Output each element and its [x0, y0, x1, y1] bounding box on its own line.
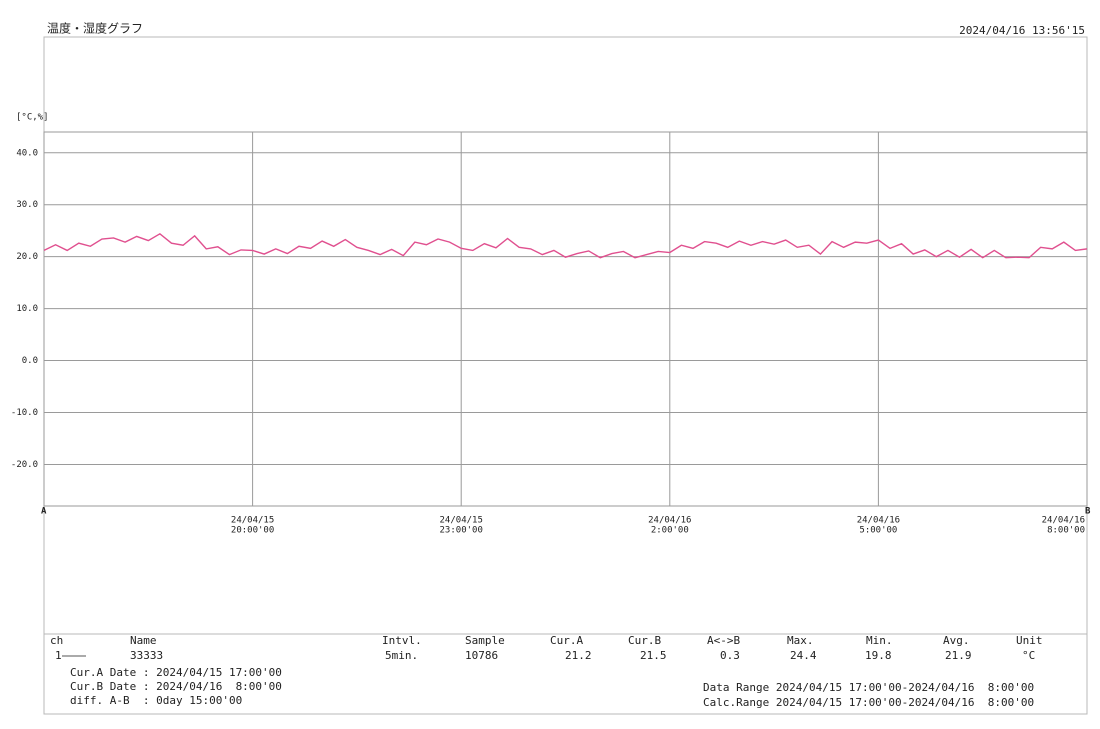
table-cell: 21.9: [945, 649, 972, 662]
table-header: Sample: [465, 634, 505, 647]
data-line: [43, 232, 1088, 259]
table-header: Avg.: [943, 634, 970, 647]
cursor-b: B: [1085, 507, 1091, 517]
y-tick-label: 40.0: [16, 148, 38, 158]
table-header: ch: [50, 634, 63, 647]
x-tick-label: 24/04/16: [857, 516, 900, 526]
y-tick-label: -20.0: [11, 460, 38, 470]
x-tick-label: 24/04/15: [231, 516, 274, 526]
table-header: Min.: [866, 634, 893, 647]
table-header: Cur.B: [628, 634, 661, 647]
x-tick-label: 2:00'00: [651, 526, 689, 536]
table-cell: 0.3: [720, 649, 740, 662]
y-tick-label: 10.0: [16, 304, 38, 314]
table-cell: 1: [55, 649, 62, 662]
x-tick-label: 24/04/16: [648, 516, 691, 526]
y-tick-label: 20.0: [16, 252, 38, 262]
table-cell: 5min.: [385, 649, 418, 662]
x-tick-label: 5:00'00: [859, 526, 897, 536]
table-header: Unit: [1016, 634, 1043, 647]
x-tick-label: 8:00'00: [1047, 526, 1085, 536]
cursor-a: A: [41, 507, 47, 517]
table-cell: 10786: [465, 649, 498, 662]
range-info: Data Range 2024/04/15 17:00'00-2024/04/1…: [703, 681, 1034, 694]
table-header: Intvl.: [382, 634, 422, 647]
x-tick-label: 23:00'00: [440, 526, 483, 536]
table-header: Max.: [787, 634, 814, 647]
table-header: Cur.A: [550, 634, 583, 647]
cursor-info: diff. A-B : 0day 15:00'00: [70, 694, 242, 707]
page-frame: [43, 36, 1088, 715]
y-axis-label: [°C,%]: [16, 113, 49, 123]
plot-frame: [43, 131, 1088, 507]
y-tick-label: 30.0: [16, 200, 38, 210]
y-tick-label: 0.0: [22, 356, 38, 366]
cursor-info: Cur.A Date : 2024/04/15 17:00'00: [70, 666, 282, 679]
table-cell: 21.5: [640, 649, 667, 662]
table-header: A<->B: [707, 634, 740, 647]
range-info: Calc.Range 2024/04/15 17:00'00-2024/04/1…: [703, 696, 1034, 709]
chart-title: 温度・湿度グラフ: [47, 21, 143, 36]
x-tick-label: 20:00'00: [231, 526, 274, 536]
x-tick-label: 24/04/15: [440, 516, 483, 526]
table-cell: 24.4: [790, 649, 817, 662]
timestamp: 2024/04/16 13:56'15: [959, 24, 1085, 37]
table-cell: 19.8: [865, 649, 892, 662]
table-header: Name: [130, 634, 157, 647]
table-cell: 21.2: [565, 649, 592, 662]
x-tick-label: 24/04/16: [1042, 516, 1085, 526]
table-cell: °C: [1022, 649, 1035, 662]
y-tick-label: -10.0: [11, 408, 38, 418]
cursor-info: Cur.B Date : 2024/04/16 8:00'00: [70, 680, 282, 693]
table-cell: 33333: [130, 649, 163, 662]
